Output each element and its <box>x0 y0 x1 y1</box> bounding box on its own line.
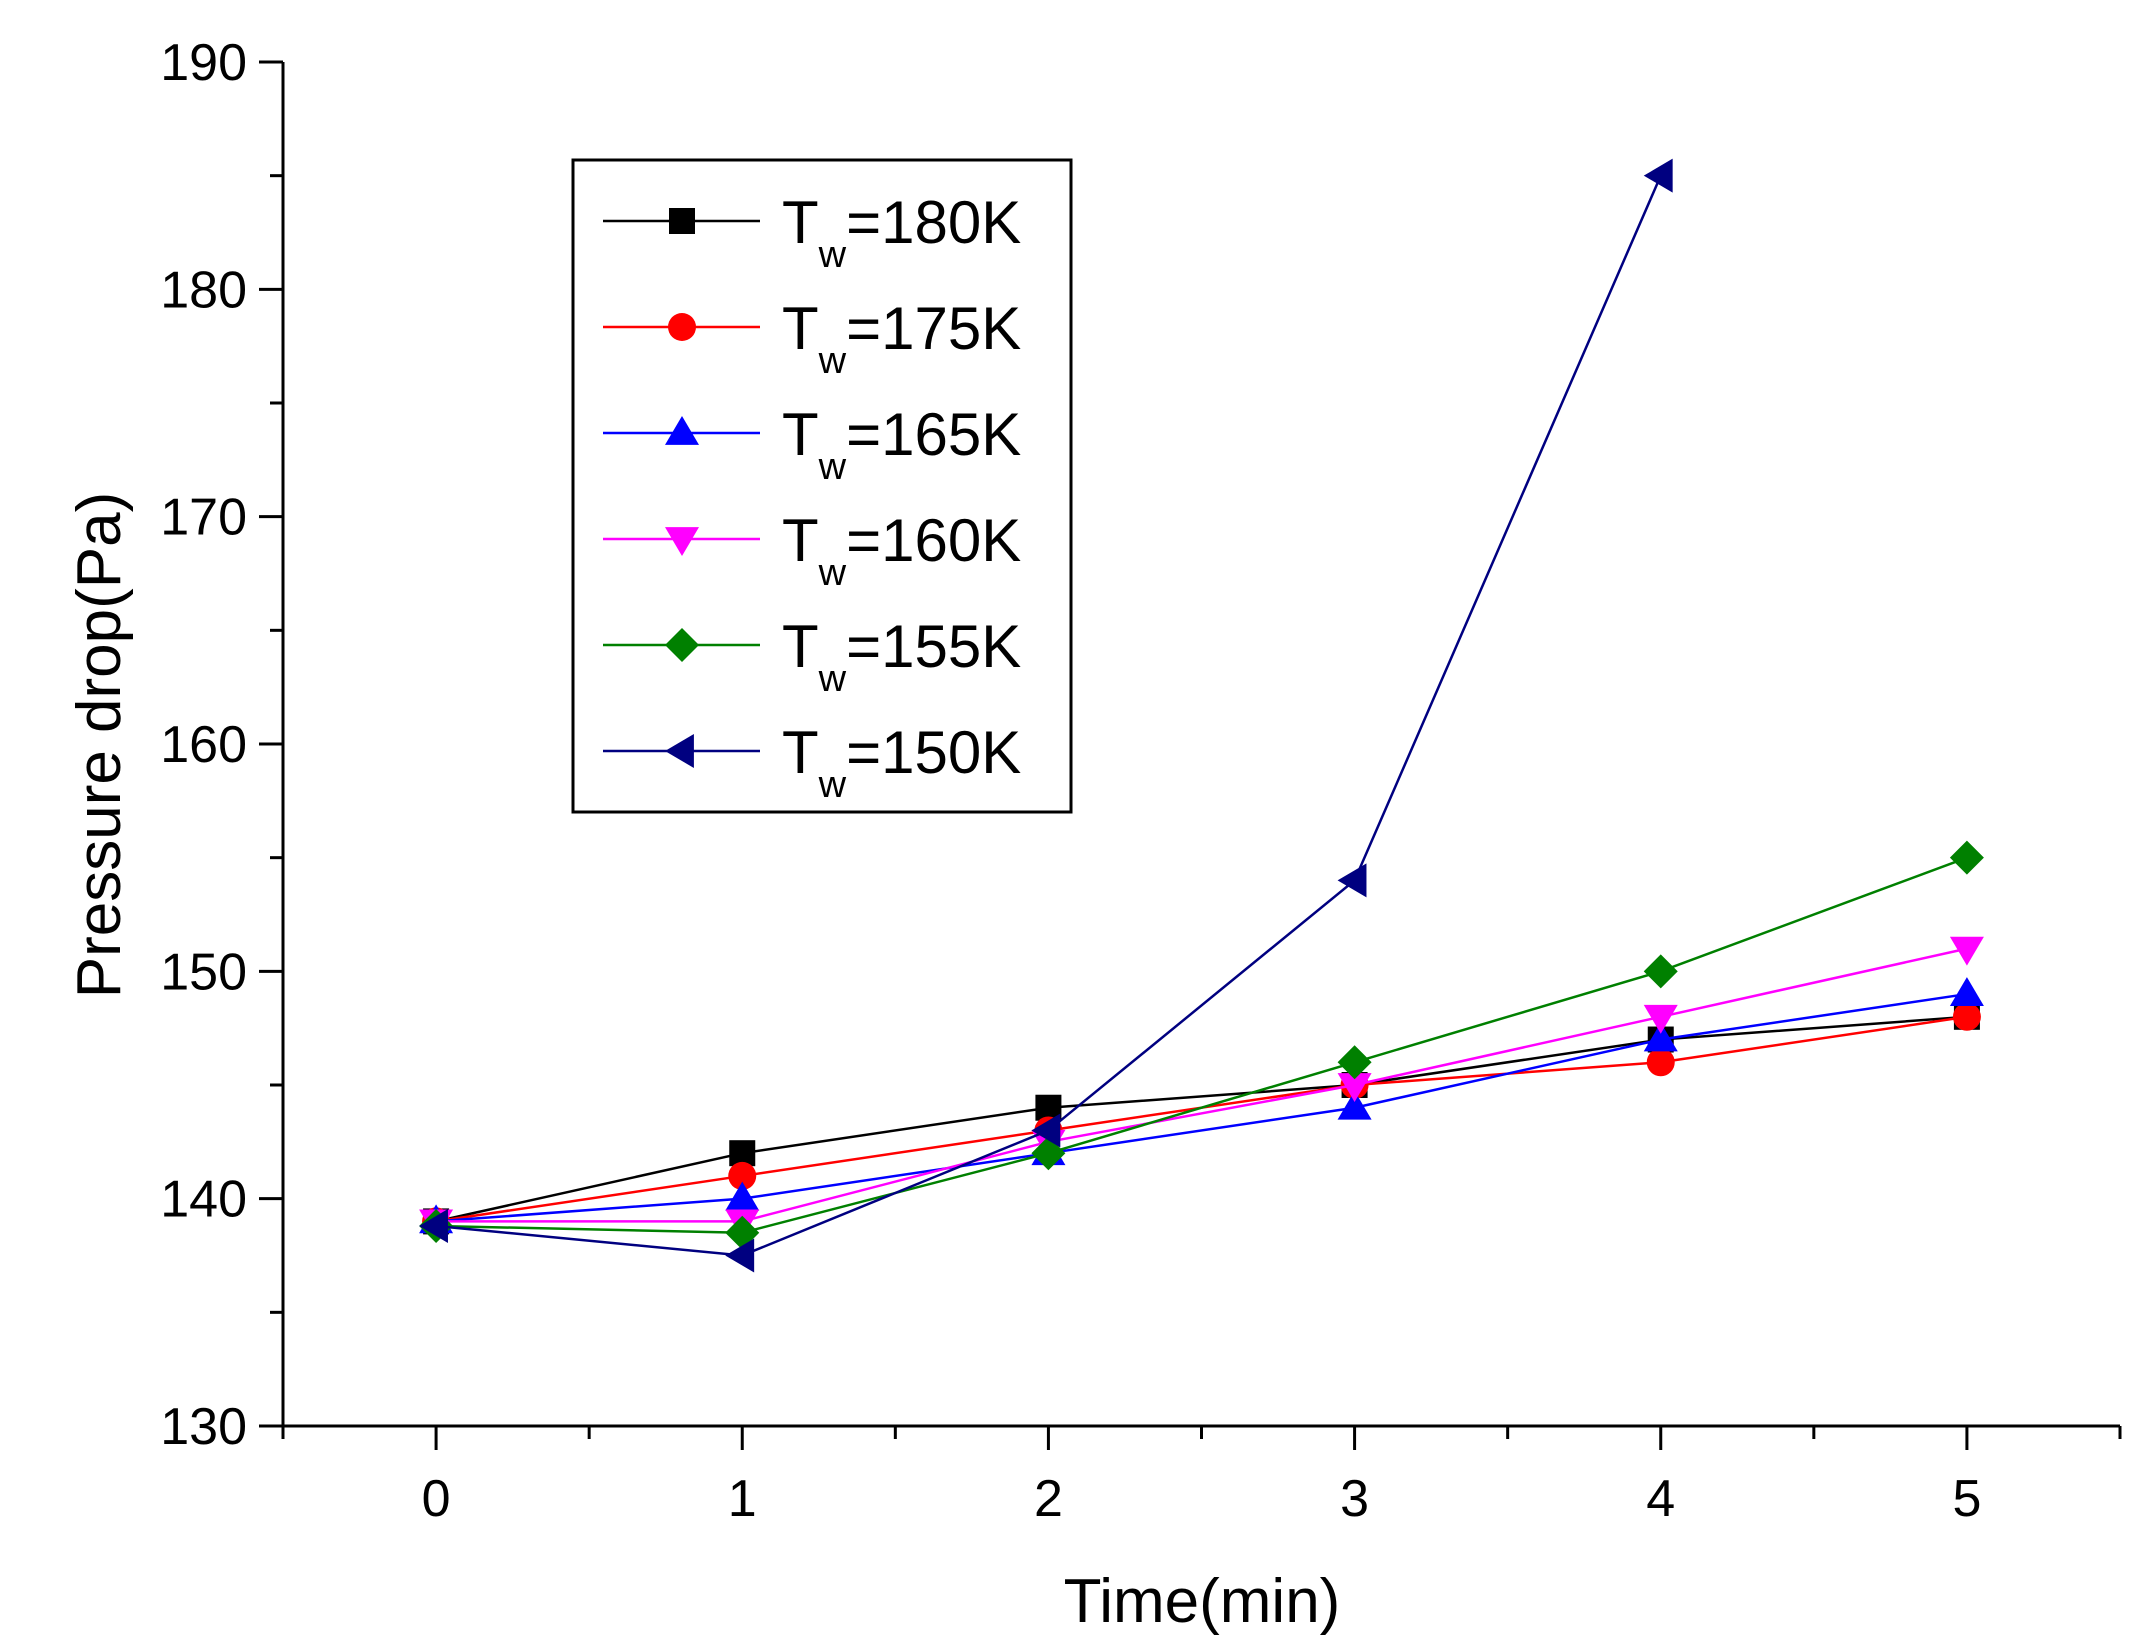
data-point <box>1643 1004 1678 1034</box>
legend-entry: Tw=155K <box>603 613 1021 700</box>
legend-entry: Tw=150K <box>603 719 1021 806</box>
data-point <box>729 1140 756 1167</box>
legend-label: Tw=150K <box>782 719 1021 806</box>
data-point <box>1949 936 1984 966</box>
series-line <box>436 856 1968 1235</box>
data-point <box>1643 954 1678 989</box>
legend-marker <box>665 628 699 662</box>
legend-entry: Tw=160K <box>603 507 1021 594</box>
data-point <box>725 1181 760 1211</box>
legend-entry: Tw=180K <box>603 189 1021 276</box>
legend-label: Tw=155K <box>782 613 1021 700</box>
legend-entry: Tw=175K <box>603 295 1021 382</box>
series-1 <box>423 1003 1980 1235</box>
data-point <box>1031 1113 1061 1148</box>
x-tick-label: 0 <box>422 1470 451 1528</box>
legend-marker <box>669 208 695 234</box>
x-ticks: 0 1 2 3 4 5 <box>281 1426 2122 1528</box>
y-tick-label: 150 <box>160 943 247 1001</box>
y-tick-label: 180 <box>160 261 247 319</box>
y-tick-label: 140 <box>160 1171 247 1229</box>
series-2 <box>422 1002 1981 1236</box>
legend: Tw=180K Tw=175K Tw=165K Tw=160K Tw=155K Tw=15… <box>571 158 1073 814</box>
data-point <box>1646 1048 1675 1077</box>
data-point <box>419 1208 448 1243</box>
y-axis-title: Pressure drop(Pa) <box>65 492 134 999</box>
data-point <box>1949 840 1984 875</box>
y-ticks: 130 140 150 160 170 180 190 <box>160 34 283 1456</box>
x-tick-label: 5 <box>1952 1470 1981 1528</box>
series-line <box>435 1015 1968 1223</box>
y-tick-label: 190 <box>160 34 247 92</box>
data-point <box>1952 1002 1981 1031</box>
legend-label: Tw=180K <box>782 189 1021 276</box>
x-axis-title: Time(min) <box>1064 1567 1341 1636</box>
series-4 <box>419 936 1984 1239</box>
y-tick-label: 160 <box>160 716 247 774</box>
legend-marker <box>665 734 694 768</box>
data-point <box>1337 1090 1372 1120</box>
series-line <box>435 992 1968 1223</box>
data-point <box>1643 1022 1678 1052</box>
legend-entry: Tw=165K <box>603 401 1021 488</box>
x-tick-label: 3 <box>1340 1470 1369 1528</box>
axes: 130 140 150 160 170 180 190 0 1 2 3 4 5 <box>160 34 2122 1528</box>
legend-label: Tw=160K <box>782 507 1021 594</box>
data-point <box>1337 1045 1372 1080</box>
data-point <box>725 1238 755 1273</box>
series-6 <box>419 158 1673 1273</box>
y-tick-label: 170 <box>160 489 247 547</box>
legend-marker <box>668 313 696 341</box>
data-point <box>1337 863 1367 898</box>
data-point <box>1337 1073 1372 1102</box>
data-point <box>1643 158 1673 193</box>
x-tick-label: 4 <box>1646 1470 1675 1528</box>
series-layer <box>419 158 1984 1273</box>
x-tick-label: 1 <box>728 1470 757 1528</box>
series-line <box>436 947 1968 1223</box>
x-tick-label: 2 <box>1034 1470 1063 1528</box>
legend-marker <box>665 527 699 556</box>
y-tick-label: 130 <box>160 1398 247 1456</box>
series-line <box>435 1015 1968 1223</box>
data-point <box>728 1161 757 1190</box>
legend-marker <box>665 416 699 445</box>
legend-box <box>571 158 1073 814</box>
legend-label: Tw=175K <box>782 295 1021 382</box>
series-3 <box>419 977 1984 1234</box>
data-point <box>1949 977 1984 1006</box>
legend-label: Tw=165K <box>782 401 1021 488</box>
